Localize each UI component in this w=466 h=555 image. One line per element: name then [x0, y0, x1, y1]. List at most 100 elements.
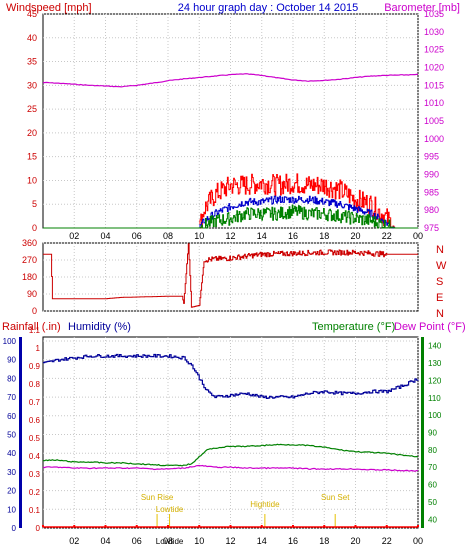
temperature-tick-label: 120 — [428, 376, 442, 385]
direction-compass-label: S — [436, 276, 443, 288]
event-annotation-label: Sun Rise — [141, 493, 174, 502]
barometer-right-tick-label: 980 — [424, 205, 439, 215]
direction-left-tick-label: 180 — [22, 272, 37, 282]
rainfall-marker — [135, 525, 138, 527]
rainfall-marker — [260, 525, 263, 527]
barometer-line — [42, 73, 418, 88]
weather-x-tick-label: 16 — [288, 536, 298, 546]
rainfall-marker — [292, 525, 294, 527]
wind-x-tick-label: 20 — [350, 231, 360, 241]
rainfall-marker — [354, 525, 357, 527]
mark-layer — [42, 73, 419, 528]
wind-left-tick-label: 10 — [27, 175, 37, 185]
barometer-right-tick-label: 990 — [424, 170, 439, 180]
weather-x-tick-label: 08 — [163, 536, 173, 546]
windspeed-axis-label: Windspeed [mph] — [6, 2, 92, 14]
weather-x-tick-label: 10 — [194, 536, 204, 546]
weather-x-tick-label: 06 — [132, 536, 142, 546]
rainfall-marker — [229, 525, 232, 527]
wind-left-tick-label: 30 — [27, 80, 37, 90]
humidity-tick-label: 90 — [7, 356, 16, 365]
temperature-line — [43, 443, 419, 467]
direction-left-tick-label: 270 — [22, 255, 37, 265]
temperature-tick-label: 40 — [428, 515, 437, 524]
rainfall-marker — [73, 525, 76, 527]
wind-left-tick-label: 40 — [27, 33, 37, 43]
rainfall-tick-label: 0 — [36, 524, 41, 533]
humidity-tick-label: 0 — [12, 524, 17, 533]
rainfall-tick-label: 0.3 — [29, 470, 41, 479]
rainfall-tick-label: 0.2 — [29, 488, 41, 497]
temperature-tick-label: 110 — [428, 394, 441, 403]
barometer-right-tick-label: 1010 — [424, 98, 444, 108]
temperature-tick-label: 90 — [428, 429, 437, 438]
temperature-tick-label: 80 — [428, 446, 437, 455]
barometer-right-tick-label: 975 — [424, 223, 439, 233]
direction-compass-label: N — [436, 244, 444, 256]
wind-low-line — [43, 204, 418, 229]
wind-x-tick-label: 18 — [319, 231, 329, 241]
humidity-tick-label: 20 — [7, 487, 16, 496]
barometer-axis-label: Barometer [mb] — [384, 2, 460, 14]
barometer-right-tick-label: 995 — [424, 152, 439, 162]
direction-left-tick-label: 90 — [27, 289, 37, 299]
weather-x-tick-label: 20 — [350, 536, 360, 546]
wind-left-tick-label: 20 — [27, 128, 37, 138]
humidity-tick-label: 40 — [7, 449, 16, 458]
humidity-axis-label: Humidity (%) — [68, 321, 131, 333]
barometer-right-tick-label: 1015 — [424, 80, 444, 90]
direction-left-tick-label: 360 — [22, 238, 37, 248]
direction-compass-label: E — [436, 292, 443, 304]
rainfall-tick-label: 0.5 — [29, 434, 41, 443]
wind-x-tick-label: 12 — [225, 231, 235, 241]
humidity-tick-label: 60 — [7, 412, 16, 421]
humidity-tick-label: 30 — [7, 468, 16, 477]
temperature-axis-bar — [421, 337, 424, 528]
rainfall-marker — [42, 525, 44, 527]
event-annotation-label: Lowtide — [156, 505, 184, 514]
weather-x-tick-label: 14 — [257, 536, 267, 546]
rainfall-marker — [104, 525, 107, 527]
temperature-tick-label: 100 — [428, 411, 442, 420]
humidity-axis-bar — [19, 337, 22, 528]
weather-x-tick-label: 18 — [319, 536, 329, 546]
wind-x-tick-label: 06 — [132, 231, 142, 241]
direction-left-tick-label: 0 — [32, 306, 37, 316]
barometer-right-tick-label: 1000 — [424, 134, 444, 144]
temperature-tick-label: 50 — [428, 498, 437, 507]
humidity-tick-label: 10 — [7, 505, 16, 514]
temperature-axis-label: Temperature (°F) — [312, 321, 395, 333]
rainfall-tick-label: 0.7 — [29, 398, 41, 407]
weather-x-tick-label: 00 — [413, 536, 423, 546]
lowtide-bottom-label: Lowtide — [156, 537, 184, 546]
barometer-right-tick-label: 1005 — [424, 116, 444, 126]
rainfall-tick-label: 0.8 — [29, 380, 41, 389]
temperature-tick-label: 130 — [428, 359, 442, 368]
event-annotation-label: Hightide — [250, 500, 280, 509]
barometer-right-tick-label: 1030 — [424, 27, 444, 37]
grid-layer — [43, 13, 419, 529]
barometer-right-tick-label: 1025 — [424, 45, 444, 55]
rainfall-tick-label: 1 — [36, 344, 41, 353]
rainfall-tick-label: 0.1 — [29, 506, 41, 515]
wind-x-tick-label: 00 — [413, 231, 423, 241]
barometer-right-tick-label: 985 — [424, 187, 439, 197]
wind-left-tick-label: 25 — [27, 104, 37, 114]
tick-layer: 0510152025303540459759809859909951000100… — [3, 9, 447, 546]
wind-left-tick-label: 0 — [32, 223, 37, 233]
wind-left-tick-label: 5 — [32, 199, 37, 209]
rainfall-marker — [167, 525, 169, 527]
humidity-line — [43, 353, 419, 399]
weather-x-tick-label: 04 — [100, 536, 110, 546]
weather-x-tick-label: 02 — [69, 536, 79, 546]
wind-x-tick-label: 08 — [163, 231, 173, 241]
rainfall-tick-label: 0.4 — [29, 452, 41, 461]
wind-x-tick-label: 14 — [257, 231, 267, 241]
dewpoint-line — [42, 464, 419, 472]
temperature-tick-label: 140 — [428, 342, 442, 351]
rainfall-marker — [198, 525, 201, 527]
wind-x-tick-label: 10 — [194, 231, 204, 241]
event-annotation-label: Sun Set — [321, 493, 350, 502]
